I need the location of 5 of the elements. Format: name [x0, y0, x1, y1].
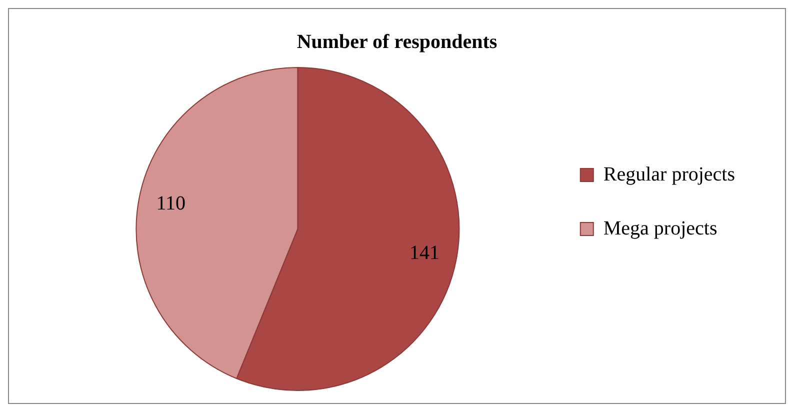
legend-label: Regular projects [603, 163, 736, 186]
legend-label: Mega projects [603, 217, 718, 240]
chart-title: Number of respondents [296, 31, 498, 54]
data-label: 110 [156, 192, 186, 214]
data-label: 141 [409, 242, 440, 264]
